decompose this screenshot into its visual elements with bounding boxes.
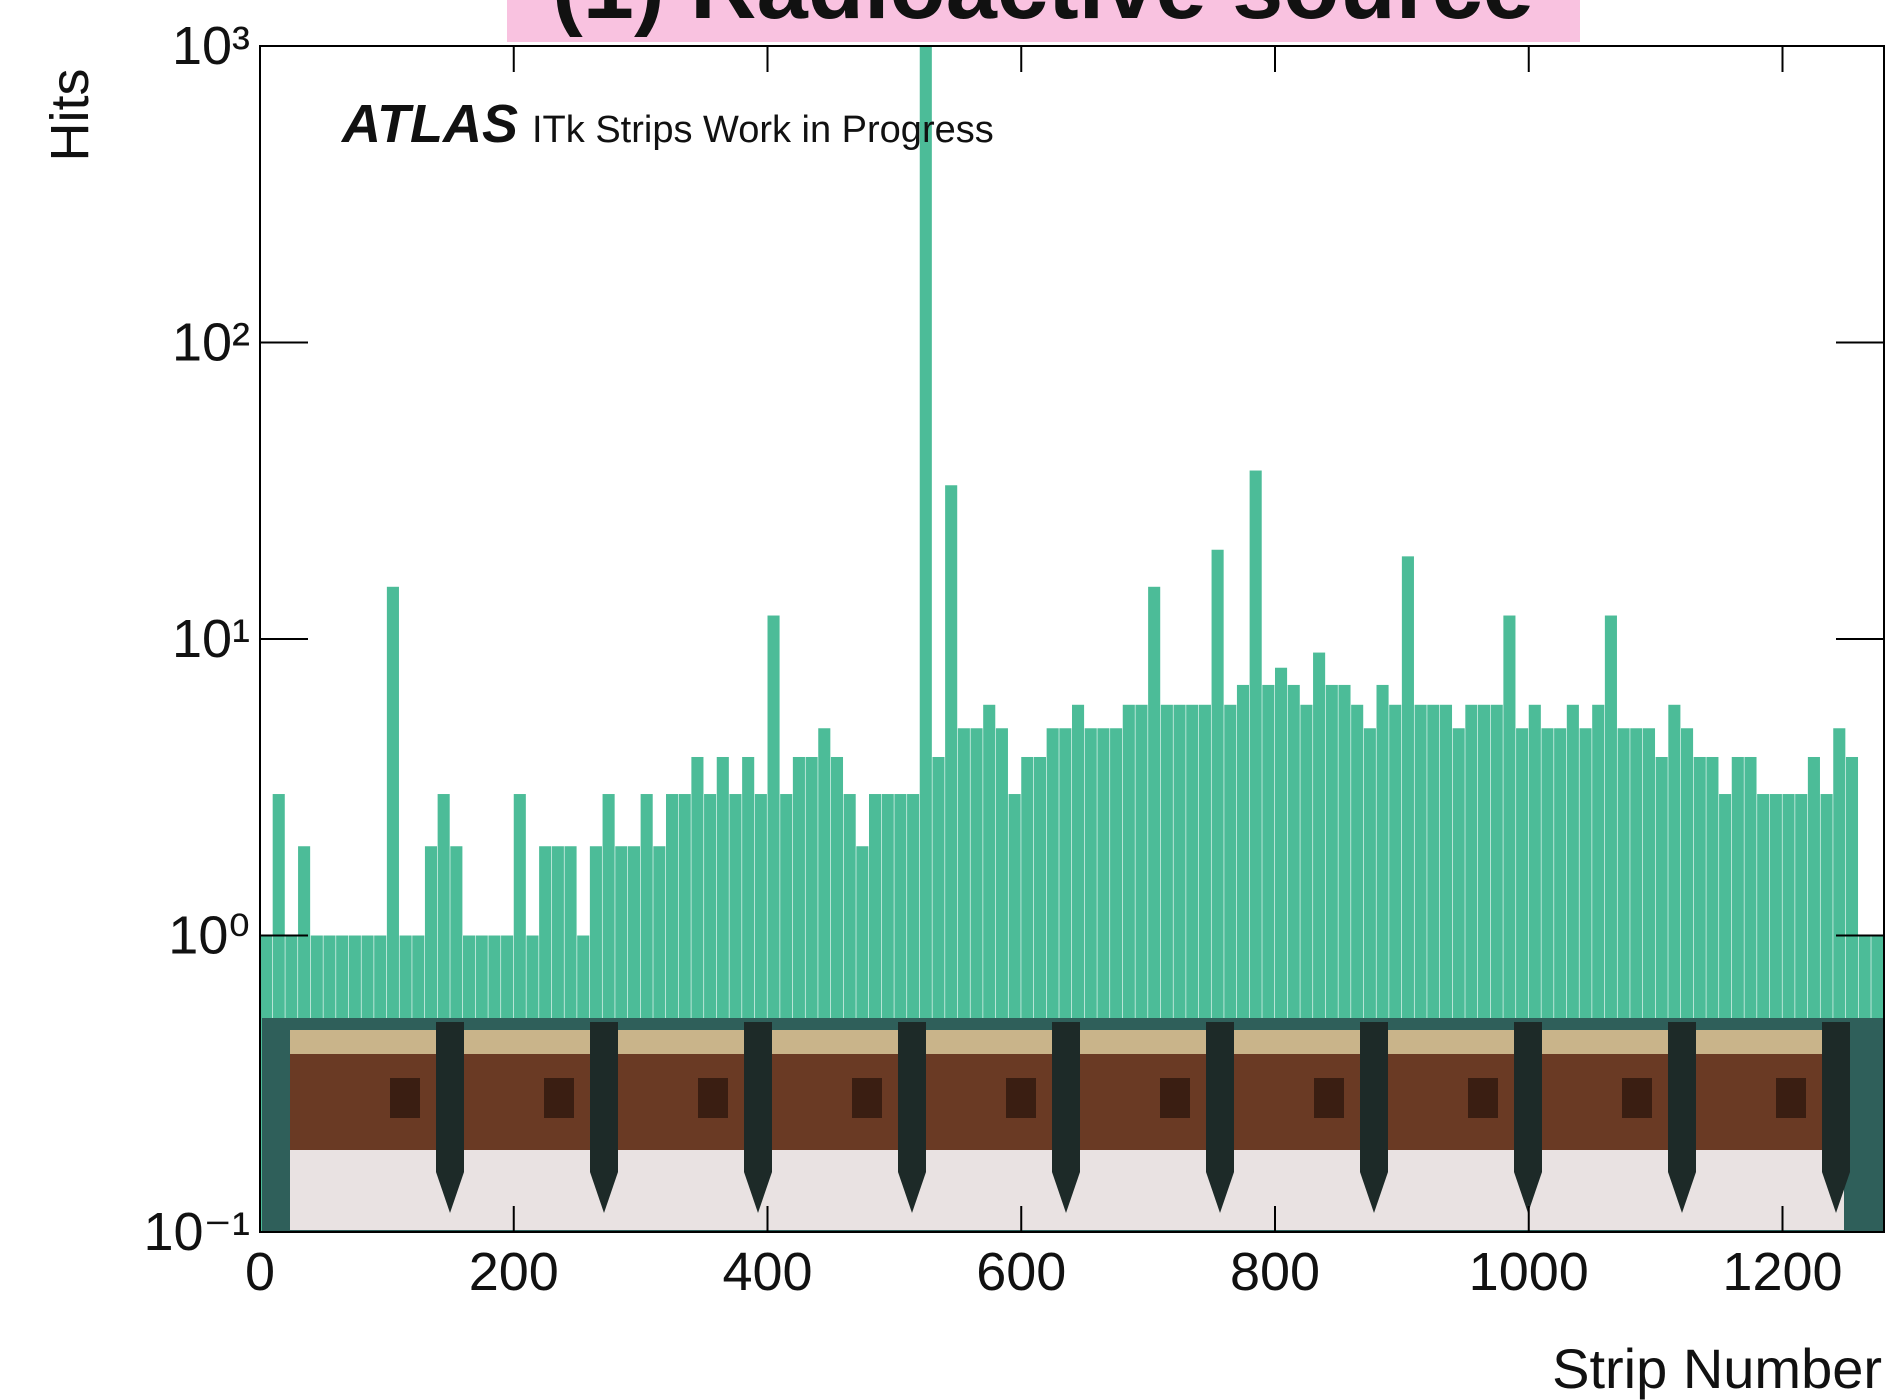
photo-wire (1052, 1172, 1080, 1213)
title-background (507, 0, 1580, 42)
photo-wire (1360, 1172, 1388, 1213)
photo-wire (898, 1172, 926, 1213)
photo-pad (698, 1078, 728, 1118)
y-tick-label: 10² (172, 313, 250, 373)
bar (919, 46, 932, 1232)
y-axis-label: Hits (40, 69, 100, 162)
photo-wire (744, 1172, 772, 1213)
photo-wire (1514, 1172, 1542, 1213)
y-tick-label: 10⁻¹ (143, 1202, 250, 1262)
photo-pad (852, 1078, 882, 1118)
x-tick-label: 200 (469, 1242, 559, 1302)
photo-chip (1052, 1022, 1080, 1172)
photo-wire (590, 1172, 618, 1213)
photo-pad (1006, 1078, 1036, 1118)
status-label: ITk Strips Work in Progress (532, 109, 994, 151)
photo-chip (436, 1022, 464, 1172)
axes: 10⁻¹ 10⁰ 10¹ 10² 10³ 0 200 400 600 800 1000 1200 (143, 16, 1885, 1302)
photo-pad (1622, 1078, 1652, 1118)
chart-title: (1) Radioactive source (552, 0, 1534, 38)
photo-pad (390, 1078, 420, 1118)
photo-pad (544, 1078, 574, 1118)
sensor-photo (262, 1018, 1884, 1232)
y-tick-label: 10⁰ (168, 906, 250, 966)
y-tick-label: 10³ (172, 16, 250, 76)
photo-wire (436, 1172, 464, 1213)
photo-chip (1514, 1022, 1542, 1172)
photo-pad (1468, 1078, 1498, 1118)
x-axis-label: Strip Number (1552, 1337, 1882, 1400)
photo-chip (1822, 1022, 1850, 1172)
photo-chip (1360, 1022, 1388, 1172)
photo-wire (1206, 1172, 1234, 1213)
x-tick-label: 1000 (1469, 1242, 1589, 1302)
photo-chip (1206, 1022, 1234, 1172)
x-tick-label: 400 (722, 1242, 812, 1302)
photo-chip (898, 1022, 926, 1172)
x-tick-label: 1200 (1722, 1242, 1842, 1302)
photo-pad (1160, 1078, 1190, 1118)
photo-chip (1668, 1022, 1696, 1172)
photo-chip (744, 1022, 772, 1172)
x-tick-label: 600 (976, 1242, 1066, 1302)
photo-pad (1776, 1078, 1806, 1118)
y-tick-label: 10¹ (172, 609, 250, 669)
x-tick-label: 0 (245, 1242, 275, 1302)
photo-chip (590, 1022, 618, 1172)
photo-pad (1314, 1078, 1344, 1118)
experiment-label: ATLAS (340, 94, 518, 154)
photo-wire (1668, 1172, 1696, 1213)
photo-wire (1822, 1172, 1850, 1213)
x-tick-label: 800 (1230, 1242, 1320, 1302)
